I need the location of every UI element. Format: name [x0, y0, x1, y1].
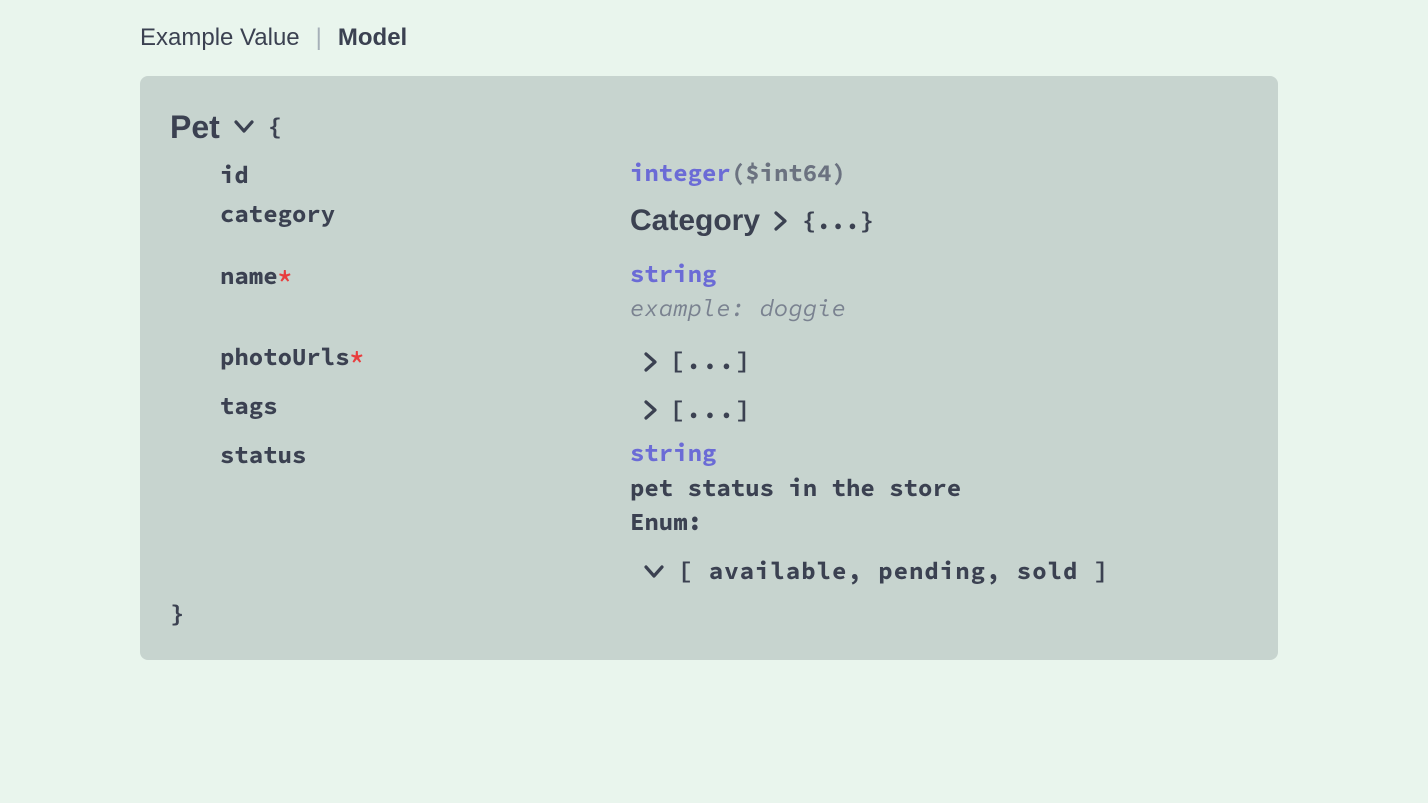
property-value: integer($int64)	[630, 156, 1248, 191]
type-format: ($int64)	[731, 157, 846, 188]
property-name-text: photoUrls	[220, 341, 350, 372]
close-brace: }	[170, 597, 1248, 632]
enum-label: Enum:	[630, 505, 1248, 540]
chevron-right-icon[interactable]	[774, 211, 788, 231]
open-brace: {	[268, 110, 282, 145]
property-row: category Category {...}	[220, 195, 1248, 245]
collapsed-braces[interactable]: {...}	[802, 204, 874, 239]
property-value: [...]	[630, 338, 1248, 379]
example-label: example:	[630, 292, 745, 323]
property-name: status	[220, 436, 630, 473]
model-title-row: Pet {	[170, 104, 1248, 150]
array-toggle-row: [...]	[644, 393, 1248, 428]
property-value: string pet status in the store Enum: [ a…	[630, 436, 1248, 589]
required-star-icon: *	[350, 341, 364, 372]
property-row: photoUrls* [...]	[220, 338, 1248, 379]
enum-values: [ available, pending, sold ]	[678, 554, 1109, 589]
property-name: category	[220, 195, 630, 232]
view-tabs: Example Value | Model	[140, 24, 1428, 52]
tab-model[interactable]: Model	[338, 24, 407, 52]
model-title: Pet	[170, 104, 220, 150]
property-name-text: id	[220, 159, 249, 190]
chevron-right-icon[interactable]	[644, 400, 658, 420]
property-value: [...]	[630, 387, 1248, 428]
property-row: tags [...]	[220, 387, 1248, 428]
property-row: name* string example: doggie	[220, 257, 1248, 327]
property-value: Category {...}	[630, 195, 1248, 245]
property-name-text: category	[220, 198, 335, 229]
property-row: id integer($int64)	[220, 156, 1248, 193]
nested-model-row: Category {...}	[630, 199, 1248, 243]
tab-separator: |	[316, 24, 322, 52]
chevron-right-icon[interactable]	[644, 352, 658, 372]
property-name-text: name	[220, 260, 278, 291]
property-name: name*	[220, 257, 630, 294]
enum-row: [ available, pending, sold ]	[644, 554, 1248, 589]
example-line: example: doggie	[630, 291, 1248, 326]
example-value: doggie	[760, 292, 846, 323]
collapsed-brackets[interactable]: [...]	[670, 393, 752, 428]
property-row: status string pet status in the store En…	[220, 436, 1248, 589]
model-schema-box: Pet { id integer($int64) category Catego…	[140, 76, 1278, 660]
property-name: photoUrls*	[220, 338, 630, 375]
type-keyword: string	[630, 258, 716, 289]
property-name: id	[220, 156, 630, 193]
chevron-down-icon[interactable]	[644, 565, 664, 579]
collapsed-brackets[interactable]: [...]	[670, 344, 752, 379]
property-name-text: tags	[220, 390, 278, 421]
chevron-down-icon[interactable]	[234, 120, 254, 134]
property-name-text: status	[220, 439, 306, 470]
property-description: pet status in the store	[630, 471, 1248, 506]
type-keyword: integer	[630, 157, 731, 188]
type-keyword: string	[630, 437, 716, 468]
tab-example-value[interactable]: Example Value	[140, 24, 300, 52]
required-star-icon: *	[278, 260, 292, 291]
array-toggle-row: [...]	[644, 344, 1248, 379]
property-name: tags	[220, 387, 630, 424]
property-value: string example: doggie	[630, 257, 1248, 327]
property-table: id integer($int64) category Category {..…	[220, 156, 1248, 589]
nested-model-title: Category	[630, 199, 760, 243]
